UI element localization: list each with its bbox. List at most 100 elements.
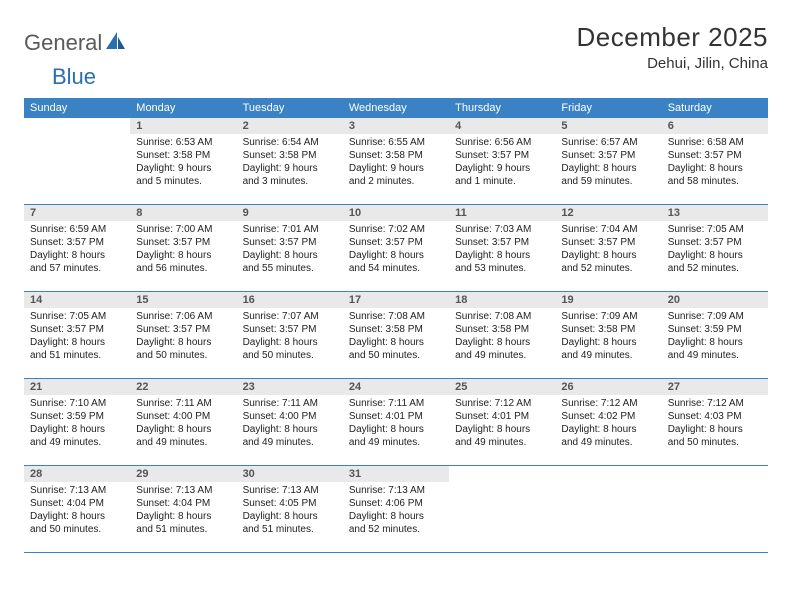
day-body: Sunrise: 7:00 AMSunset: 3:57 PMDaylight:…: [130, 221, 236, 279]
day-number: 7: [24, 205, 130, 221]
sunrise-text: Sunrise: 7:08 AM: [455, 310, 549, 323]
day-body: Sunrise: 7:02 AMSunset: 3:57 PMDaylight:…: [343, 221, 449, 279]
daylight-text: Daylight: 8 hours and 59 minutes.: [561, 162, 655, 188]
day-cell: 9Sunrise: 7:01 AMSunset: 3:57 PMDaylight…: [237, 205, 343, 291]
day-number: 5: [555, 118, 661, 134]
sunset-text: Sunset: 3:58 PM: [243, 149, 337, 162]
brand-text-2: Blue: [52, 64, 96, 90]
day-cell: .: [449, 466, 555, 552]
day-number: 11: [449, 205, 555, 221]
day-body: Sunrise: 6:53 AMSunset: 3:58 PMDaylight:…: [130, 134, 236, 192]
day-number: 3: [343, 118, 449, 134]
calendar: Sunday Monday Tuesday Wednesday Thursday…: [24, 98, 768, 553]
day-cell: 3Sunrise: 6:55 AMSunset: 3:58 PMDaylight…: [343, 118, 449, 204]
sunrise-text: Sunrise: 7:02 AM: [349, 223, 443, 236]
daylight-text: Daylight: 8 hours and 53 minutes.: [455, 249, 549, 275]
day-cell: .: [555, 466, 661, 552]
sunset-text: Sunset: 4:01 PM: [349, 410, 443, 423]
sunset-text: Sunset: 3:57 PM: [136, 323, 230, 336]
week-row: 14Sunrise: 7:05 AMSunset: 3:57 PMDayligh…: [24, 292, 768, 379]
day-number: 8: [130, 205, 236, 221]
week-row: 7Sunrise: 6:59 AMSunset: 3:57 PMDaylight…: [24, 205, 768, 292]
sunrise-text: Sunrise: 7:13 AM: [349, 484, 443, 497]
day-cell: 30Sunrise: 7:13 AMSunset: 4:05 PMDayligh…: [237, 466, 343, 552]
daylight-text: Daylight: 9 hours and 5 minutes.: [136, 162, 230, 188]
sunrise-text: Sunrise: 7:10 AM: [30, 397, 124, 410]
day-body: Sunrise: 7:08 AMSunset: 3:58 PMDaylight:…: [343, 308, 449, 366]
day-body: Sunrise: 7:05 AMSunset: 3:57 PMDaylight:…: [24, 308, 130, 366]
day-cell: 12Sunrise: 7:04 AMSunset: 3:57 PMDayligh…: [555, 205, 661, 291]
day-body: Sunrise: 7:12 AMSunset: 4:01 PMDaylight:…: [449, 395, 555, 453]
day-number: 18: [449, 292, 555, 308]
sunset-text: Sunset: 3:57 PM: [668, 149, 762, 162]
brand-sail-icon: [106, 32, 126, 55]
sunrise-text: Sunrise: 7:13 AM: [30, 484, 124, 497]
day-body: Sunrise: 7:05 AMSunset: 3:57 PMDaylight:…: [662, 221, 768, 279]
day-number: 2: [237, 118, 343, 134]
sunrise-text: Sunrise: 7:04 AM: [561, 223, 655, 236]
sunset-text: Sunset: 3:58 PM: [561, 323, 655, 336]
sunset-text: Sunset: 3:57 PM: [561, 149, 655, 162]
daylight-text: Daylight: 8 hours and 50 minutes.: [136, 336, 230, 362]
weekday-tuesday: Tuesday: [237, 98, 343, 118]
day-body: Sunrise: 7:08 AMSunset: 3:58 PMDaylight:…: [449, 308, 555, 366]
sunrise-text: Sunrise: 6:54 AM: [243, 136, 337, 149]
day-cell: 27Sunrise: 7:12 AMSunset: 4:03 PMDayligh…: [662, 379, 768, 465]
sunrise-text: Sunrise: 6:57 AM: [561, 136, 655, 149]
brand-logo: General: [24, 30, 128, 56]
sunrise-text: Sunrise: 7:01 AM: [243, 223, 337, 236]
day-cell: 2Sunrise: 6:54 AMSunset: 3:58 PMDaylight…: [237, 118, 343, 204]
daylight-text: Daylight: 8 hours and 50 minutes.: [668, 423, 762, 449]
day-number: 12: [555, 205, 661, 221]
day-body: Sunrise: 7:13 AMSunset: 4:05 PMDaylight:…: [237, 482, 343, 540]
sunrise-text: Sunrise: 7:13 AM: [136, 484, 230, 497]
sunset-text: Sunset: 3:58 PM: [349, 323, 443, 336]
sunset-text: Sunset: 3:58 PM: [136, 149, 230, 162]
day-cell: 24Sunrise: 7:11 AMSunset: 4:01 PMDayligh…: [343, 379, 449, 465]
daylight-text: Daylight: 8 hours and 49 minutes.: [561, 336, 655, 362]
sunrise-text: Sunrise: 7:12 AM: [455, 397, 549, 410]
day-body: Sunrise: 7:04 AMSunset: 3:57 PMDaylight:…: [555, 221, 661, 279]
day-body: Sunrise: 7:12 AMSunset: 4:03 PMDaylight:…: [662, 395, 768, 453]
weekday-wednesday: Wednesday: [343, 98, 449, 118]
sunrise-text: Sunrise: 6:55 AM: [349, 136, 443, 149]
day-cell: 4Sunrise: 6:56 AMSunset: 3:57 PMDaylight…: [449, 118, 555, 204]
day-number: 27: [662, 379, 768, 395]
sunrise-text: Sunrise: 6:58 AM: [668, 136, 762, 149]
daylight-text: Daylight: 8 hours and 49 minutes.: [455, 336, 549, 362]
sunrise-text: Sunrise: 7:05 AM: [668, 223, 762, 236]
daylight-text: Daylight: 8 hours and 51 minutes.: [30, 336, 124, 362]
day-number: 16: [237, 292, 343, 308]
daylight-text: Daylight: 9 hours and 2 minutes.: [349, 162, 443, 188]
daylight-text: Daylight: 8 hours and 49 minutes.: [455, 423, 549, 449]
sunrise-text: Sunrise: 7:05 AM: [30, 310, 124, 323]
sunset-text: Sunset: 4:06 PM: [349, 497, 443, 510]
day-number: 17: [343, 292, 449, 308]
sunset-text: Sunset: 4:00 PM: [243, 410, 337, 423]
week-row: 28Sunrise: 7:13 AMSunset: 4:04 PMDayligh…: [24, 466, 768, 553]
daylight-text: Daylight: 8 hours and 49 minutes.: [136, 423, 230, 449]
day-number: 26: [555, 379, 661, 395]
day-number: 21: [24, 379, 130, 395]
day-body: Sunrise: 7:07 AMSunset: 3:57 PMDaylight:…: [237, 308, 343, 366]
day-number: 9: [237, 205, 343, 221]
sunrise-text: Sunrise: 7:06 AM: [136, 310, 230, 323]
page: General December 2025 Dehui, Jilin, Chin…: [0, 0, 792, 553]
daylight-text: Daylight: 8 hours and 49 minutes.: [30, 423, 124, 449]
day-number: 20: [662, 292, 768, 308]
sunrise-text: Sunrise: 6:56 AM: [455, 136, 549, 149]
day-cell: 7Sunrise: 6:59 AMSunset: 3:57 PMDaylight…: [24, 205, 130, 291]
sunset-text: Sunset: 3:57 PM: [243, 323, 337, 336]
day-cell: 18Sunrise: 7:08 AMSunset: 3:58 PMDayligh…: [449, 292, 555, 378]
brand-text-1: General: [24, 30, 102, 56]
daylight-text: Daylight: 8 hours and 49 minutes.: [349, 423, 443, 449]
day-cell: .: [24, 118, 130, 204]
day-cell: 29Sunrise: 7:13 AMSunset: 4:04 PMDayligh…: [130, 466, 236, 552]
day-cell: 17Sunrise: 7:08 AMSunset: 3:58 PMDayligh…: [343, 292, 449, 378]
day-cell: 8Sunrise: 7:00 AMSunset: 3:57 PMDaylight…: [130, 205, 236, 291]
day-body: Sunrise: 6:57 AMSunset: 3:57 PMDaylight:…: [555, 134, 661, 192]
day-body: Sunrise: 7:09 AMSunset: 3:58 PMDaylight:…: [555, 308, 661, 366]
day-number: 15: [130, 292, 236, 308]
sunset-text: Sunset: 4:04 PM: [136, 497, 230, 510]
sunrise-text: Sunrise: 7:08 AM: [349, 310, 443, 323]
